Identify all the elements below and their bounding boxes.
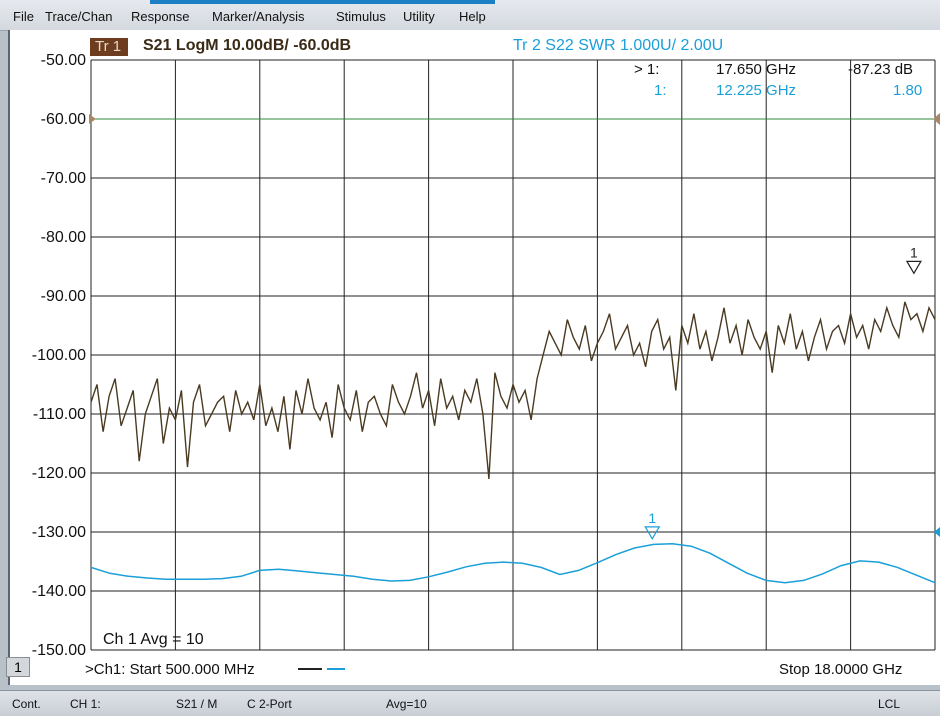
status-bar: Cont. CH 1: S21 / M C 2-Port Avg=10 LCL xyxy=(0,690,940,716)
s22-marker: 1 xyxy=(644,510,661,541)
average-indicator: Ch 1 Avg = 10 xyxy=(103,631,204,648)
menu-accent-strip xyxy=(150,0,495,4)
s22-trace xyxy=(90,543,936,584)
menu-file[interactable]: File xyxy=(13,9,34,24)
reference-arrow-left xyxy=(89,114,96,124)
menu-trace-chan[interactable]: Trace/Chan xyxy=(45,9,113,24)
analyzer-display xyxy=(8,30,940,685)
start-frequency[interactable]: >Ch1: Start 500.000 MHz xyxy=(85,661,255,678)
marker1-label: > 1: xyxy=(634,61,660,78)
marker1-frequency: 17.650 GHz xyxy=(716,61,797,78)
marker1-value: -87.23 dB xyxy=(848,61,914,78)
marker-number: 1 xyxy=(910,244,918,260)
marker2-frequency: 12.225 GHz xyxy=(716,82,797,99)
menu-bar: File Trace/Chan Response Marker/Analysis… xyxy=(0,0,940,31)
trace2-scale-arrow xyxy=(934,527,940,537)
y-tick-label: -80.00 xyxy=(41,229,86,246)
reference-arrow-right xyxy=(933,113,940,125)
marker2-value: 1.80 xyxy=(893,82,923,99)
menu-stimulus[interactable]: Stimulus xyxy=(336,9,386,24)
plot-grid xyxy=(90,59,936,651)
s21-trace xyxy=(90,301,936,479)
y-tick-label: -90.00 xyxy=(41,288,86,305)
trace1-description[interactable]: S21 LogM 10.00dB/ -60.0dB xyxy=(143,37,352,54)
y-tick-label: -70.00 xyxy=(41,170,86,187)
trace2-description[interactable]: Tr 2 S22 SWR 1.000U/ 2.00U xyxy=(513,37,724,54)
marker-number: 1 xyxy=(648,510,656,526)
measurement-status[interactable]: S21 / M xyxy=(176,697,218,711)
y-tick-label: -60.00 xyxy=(41,111,86,128)
menu-utility[interactable]: Utility xyxy=(403,9,435,24)
y-tick-label: -120.00 xyxy=(32,465,86,482)
marker-triangle xyxy=(644,526,661,541)
marker2-label: 1: xyxy=(654,82,667,99)
trace1-tag-box[interactable] xyxy=(90,38,128,56)
calibration-status[interactable]: C 2-Port xyxy=(247,697,292,711)
local-remote-status: LCL xyxy=(878,697,901,711)
channel-number-box[interactable]: 1 xyxy=(6,657,30,677)
y-tick-label: -110.00 xyxy=(33,406,86,423)
y-tick-label: -130.00 xyxy=(32,524,86,541)
sweep-mode[interactable]: Cont. xyxy=(12,697,41,711)
averaging-status: Avg=10 xyxy=(386,697,427,711)
y-tick-label: -100.00 xyxy=(32,347,86,364)
y-tick-label: -140.00 xyxy=(32,583,86,600)
y-tick-label: -50.00 xyxy=(41,52,86,69)
trace1-tag[interactable]: Tr 1 xyxy=(95,38,122,55)
menu-response[interactable]: Response xyxy=(131,9,190,24)
menu-marker-analysis[interactable]: Marker/Analysis xyxy=(212,9,305,24)
y-axis-labels: -50.00 -60.00 -70.00 -80.00 -90.00 -100.00 -11… xyxy=(32,52,86,659)
stop-frequency[interactable]: Stop 18.0000 GHz xyxy=(779,661,903,678)
s21-marker: 1 xyxy=(905,244,922,275)
y-tick-label: -150.00 xyxy=(32,642,86,659)
channel-status: CH 1: xyxy=(70,697,101,711)
menu-help[interactable]: Help xyxy=(459,9,486,24)
marker-triangle xyxy=(905,260,922,275)
